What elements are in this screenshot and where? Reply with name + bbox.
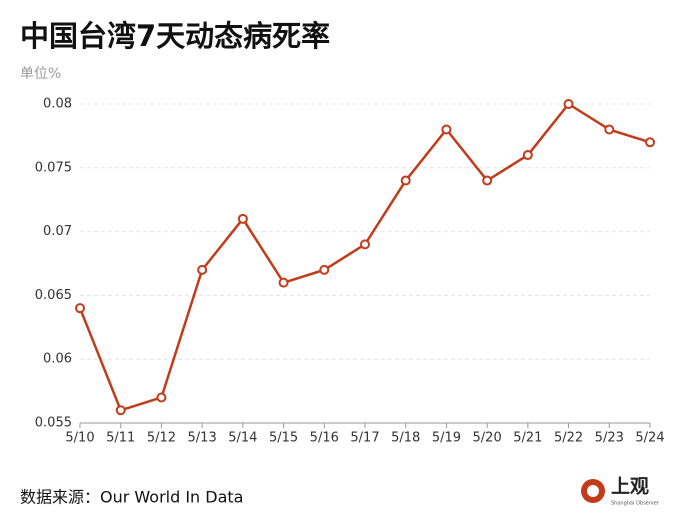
point	[115, 405, 126, 416]
x-tick-label: 5/21	[513, 431, 542, 446]
logo: 上观 Shanghai Observer	[581, 476, 660, 507]
logo-subtitle: Shanghai Observer	[611, 501, 660, 507]
logo-name: 上观	[611, 476, 649, 498]
x-tick-label: 5/23	[595, 431, 624, 446]
x-tick-label: 5/24	[635, 431, 664, 446]
x-tick-label: 5/16	[310, 431, 339, 446]
point	[319, 264, 330, 275]
y-tick-label: 0.07	[43, 224, 72, 239]
y-tick-label: 0.055	[35, 416, 72, 431]
x-tick-label: 5/10	[65, 431, 94, 446]
point	[563, 99, 574, 109]
y-tick-label: 0.06	[43, 352, 72, 367]
point	[482, 175, 493, 186]
chart-title: 中国台湾7天动态病死率	[20, 19, 330, 53]
point	[645, 137, 655, 148]
point	[441, 124, 452, 135]
point	[522, 150, 533, 161]
x-tick-label: 5/14	[228, 431, 257, 446]
y-tick-label: 0.065	[35, 288, 72, 303]
point	[156, 392, 167, 403]
x-tick-label: 5/15	[269, 431, 298, 446]
x-tick-label: 5/22	[554, 431, 583, 446]
x-tick-label: 5/18	[391, 431, 420, 446]
x-tick-label: 5/19	[432, 431, 461, 446]
point	[197, 264, 208, 275]
point	[400, 175, 411, 186]
point	[360, 239, 370, 250]
point	[75, 303, 85, 314]
x-tick-label: 5/12	[147, 431, 176, 446]
source: 数据来源：Our World In Data	[20, 488, 244, 507]
logo-icon-inner	[587, 485, 599, 497]
x-tick-label: 5/20	[473, 431, 502, 446]
point	[237, 213, 248, 224]
y-tick-label: 0.08	[43, 97, 72, 112]
x-tick-label: 5/13	[188, 431, 217, 446]
x-tick-label: 5/11	[106, 431, 135, 446]
point	[604, 124, 615, 135]
x-tick-label: 5/17	[350, 431, 379, 446]
y-axis-unit: 单位%	[20, 66, 61, 82]
y-tick-label: 0.075	[35, 160, 72, 175]
point	[278, 277, 289, 288]
